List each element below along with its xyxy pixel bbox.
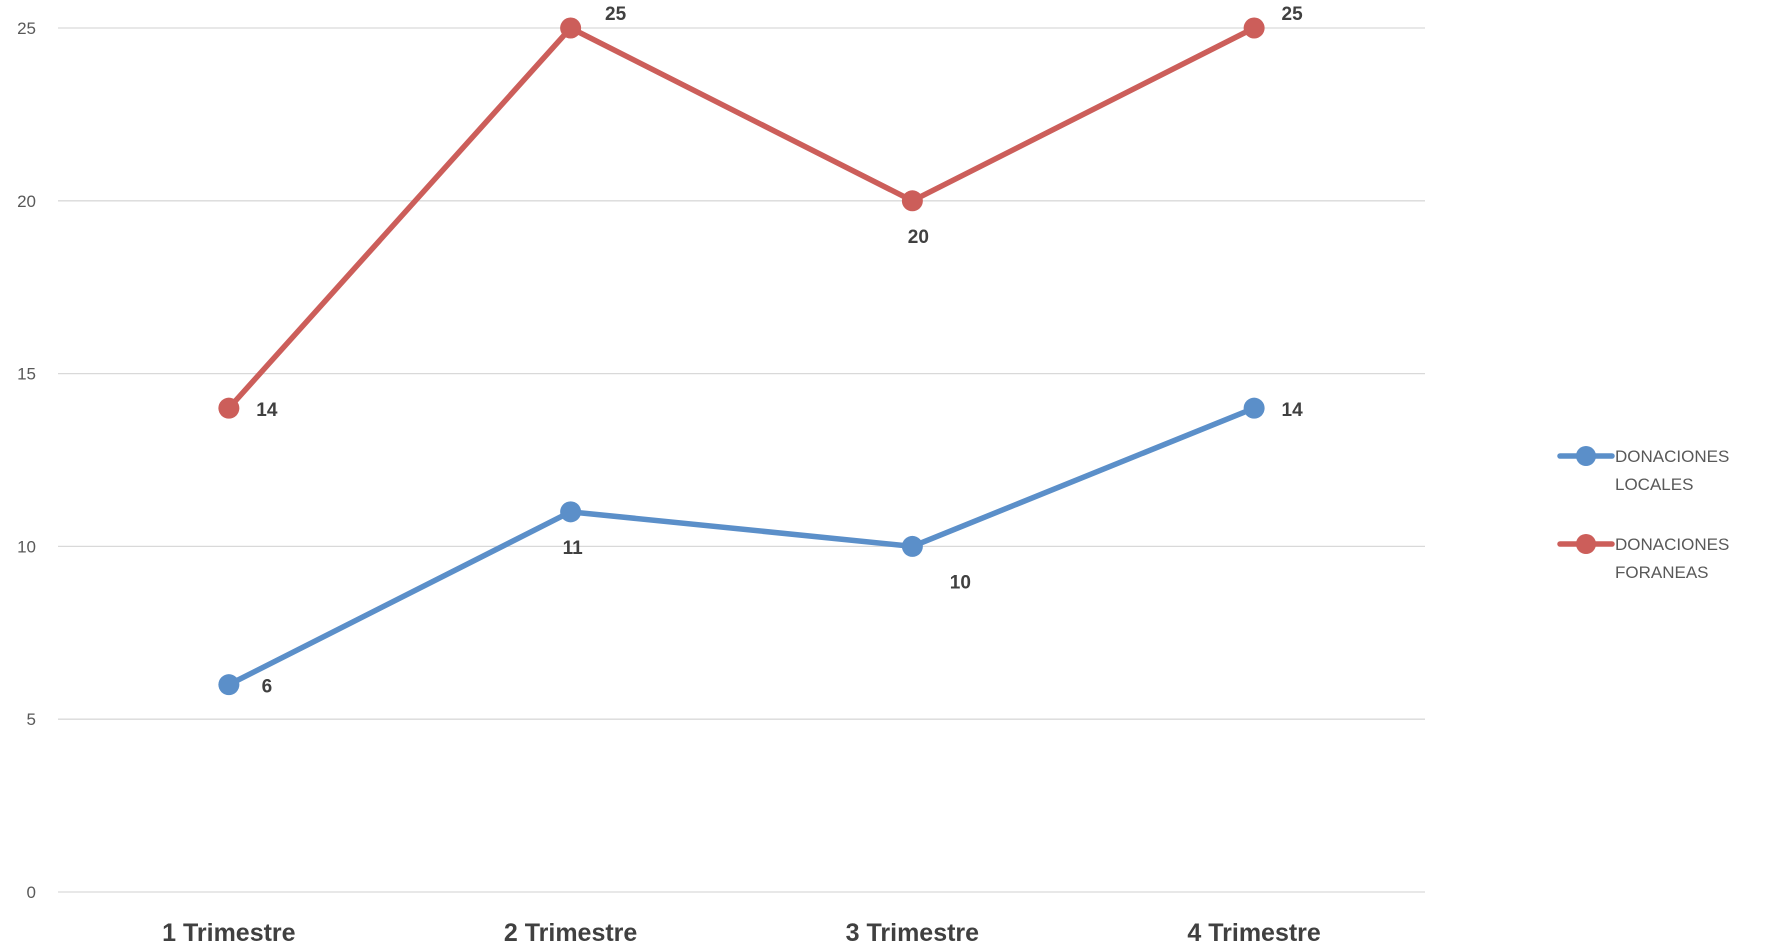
- data-label: 10: [950, 572, 971, 593]
- x-tick-label: 1 Trimestre: [162, 919, 296, 947]
- data-label: 11: [563, 538, 584, 559]
- x-axis: 1 Trimestre 2 Trimestre 3 Trimestre 4 Trime…: [162, 919, 1321, 947]
- data-label: 20: [908, 227, 929, 248]
- data-label: 14: [1282, 400, 1304, 421]
- legend-marker: [1576, 534, 1596, 554]
- data-label: 25: [1282, 4, 1304, 25]
- series-line: [226, 405, 1257, 688]
- y-tick-label: 15: [17, 365, 36, 384]
- data-point: [560, 501, 582, 523]
- data-point: [901, 535, 923, 557]
- legend: DONACIONES LOCALES DONACIONES FORANEAS: [1557, 446, 1729, 582]
- legend-label: DONACIONES: [1615, 447, 1729, 466]
- legend-label: LOCALES: [1615, 475, 1693, 494]
- data-point: [1243, 17, 1265, 39]
- x-tick-label: 4 Trimestre: [1187, 919, 1321, 947]
- data-labels: 6 11 10 14 14 25 20 25: [256, 4, 1303, 698]
- data-point: [1243, 397, 1265, 419]
- y-tick-label: 5: [27, 710, 36, 729]
- data-point: [218, 674, 240, 696]
- y-tick-label: 0: [27, 883, 36, 902]
- data-point: [218, 397, 240, 419]
- gridlines: [58, 27, 1425, 893]
- data-label: 25: [605, 4, 627, 25]
- series-group: [218, 17, 1265, 696]
- y-tick-label: 25: [17, 19, 36, 38]
- y-axis: 0 5 10 15 20 25: [17, 19, 36, 902]
- y-tick-label: 20: [17, 192, 36, 211]
- x-tick-label: 3 Trimestre: [846, 919, 980, 947]
- y-tick-label: 10: [17, 537, 36, 556]
- legend-label: DONACIONES: [1615, 535, 1729, 554]
- x-tick-label: 2 Trimestre: [504, 919, 638, 947]
- data-label: 6: [262, 677, 273, 698]
- data-label: 14: [256, 400, 278, 421]
- data-point: [560, 17, 582, 39]
- data-point: [901, 190, 923, 212]
- legend-label: FORANEAS: [1615, 563, 1709, 582]
- series-line: [226, 25, 1257, 411]
- legend-marker: [1576, 446, 1596, 466]
